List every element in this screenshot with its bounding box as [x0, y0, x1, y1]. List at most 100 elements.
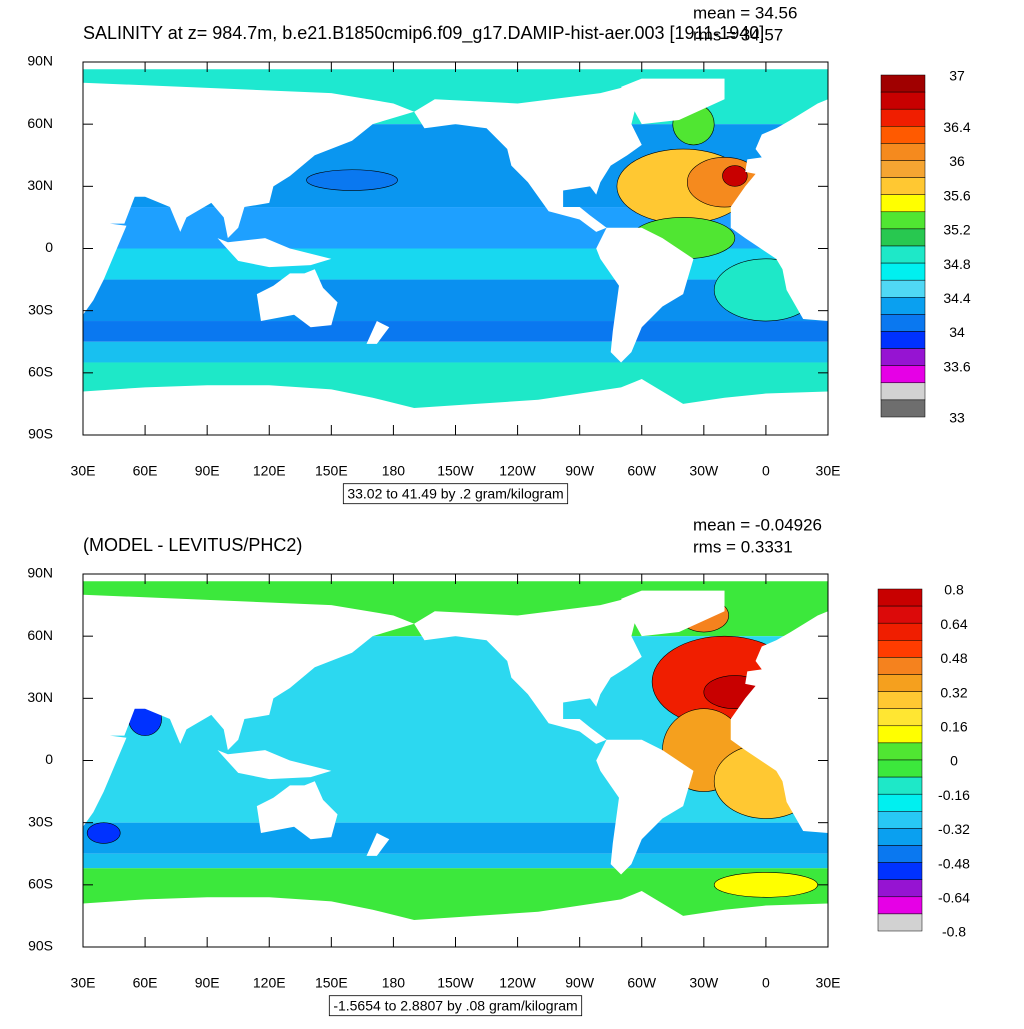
colorbar-box — [877, 725, 923, 744]
colorbar-box — [877, 845, 923, 863]
colorbar-box — [877, 811, 923, 829]
lon-label: 150E — [315, 463, 348, 479]
colorbar-box — [880, 91, 926, 110]
colorbar-label: 0.64 — [940, 616, 967, 632]
land — [256, 269, 338, 328]
ocean-band — [83, 853, 828, 869]
colorbar-box — [877, 793, 923, 812]
land — [217, 238, 332, 268]
colorbar-label: -0.48 — [938, 855, 970, 871]
lon-label: 0 — [762, 975, 770, 991]
land — [730, 611, 828, 834]
colorbar-box — [880, 365, 926, 384]
colorbar-label: 34.4 — [943, 290, 970, 306]
colorbar-box — [877, 913, 923, 932]
lon-label: 180 — [382, 463, 406, 479]
lon-label: 30W — [689, 975, 719, 991]
lon-label: 60W — [627, 463, 657, 479]
lat-label: 90N — [27, 53, 53, 69]
land — [366, 321, 390, 344]
colorbar-label: 37 — [949, 68, 965, 84]
lon-label: 30E — [816, 463, 841, 479]
lon-label: 60E — [133, 975, 158, 991]
colorbar-label: 34 — [949, 324, 965, 340]
colorbar-box — [880, 279, 926, 298]
map-field — [83, 62, 828, 435]
land — [366, 833, 390, 856]
range-note-box — [342, 483, 569, 505]
colorbar-label: 0.16 — [940, 719, 967, 735]
colorbar-label: 0.32 — [940, 684, 967, 700]
colorbar-box — [877, 742, 923, 761]
lat-label: 90S — [28, 426, 53, 442]
colorbar-label: 0 — [950, 753, 958, 769]
lon-label: 30E — [71, 463, 96, 479]
colorbar-box — [877, 640, 923, 658]
colorbar-label: 36 — [949, 153, 965, 169]
map-panel: 90N 60N 30N 0 30S 60S 90S 30E 60E 90E 120E 150E 180 1… — [27, 3, 971, 505]
land — [83, 594, 415, 827]
colorbar-box — [877, 674, 923, 692]
land — [621, 78, 725, 125]
lat-label: 30N — [27, 177, 53, 193]
ocean-feature — [306, 169, 398, 191]
lon-label: 90W — [565, 463, 595, 479]
ocean-band — [83, 341, 828, 363]
colorbar-box — [877, 862, 923, 880]
colorbar-box — [877, 622, 923, 641]
colorbar-label: 33 — [949, 410, 965, 426]
colorbar-box — [880, 382, 926, 401]
colorbar-label: 36.4 — [943, 119, 970, 135]
colorbar-box — [877, 691, 923, 709]
colorbar-box — [877, 776, 923, 795]
lat-label: 0 — [45, 751, 53, 767]
land — [83, 82, 415, 315]
colorbar-label: 33.6 — [943, 358, 970, 374]
colorbar-box — [880, 262, 926, 281]
land — [83, 379, 828, 435]
colorbar-box — [880, 108, 926, 127]
land — [217, 750, 332, 780]
colorbar-box — [877, 588, 923, 607]
colorbar-box — [880, 245, 926, 264]
ocean-feature — [713, 872, 818, 898]
range-note: -1.5654 to 2.8807 by .08 gram/kilogram — [333, 998, 577, 1014]
panel-title: (MODEL - LEVITUS/PHC2) — [83, 535, 302, 555]
lat-label: 60S — [28, 876, 53, 892]
colorbar-box — [880, 228, 926, 247]
colorbar-box — [877, 657, 923, 675]
colorbar-box — [880, 331, 926, 349]
ocean-band — [83, 822, 828, 854]
rms-label: rms = 0.3331 — [693, 537, 793, 556]
lon-label: 150W — [437, 463, 474, 479]
land — [621, 590, 725, 637]
ocean-feature — [722, 165, 748, 187]
ocean-band — [83, 321, 828, 342]
colorbar-label: -0.32 — [938, 821, 970, 837]
lon-label: 90E — [195, 975, 220, 991]
lon-label: 90E — [195, 463, 220, 479]
lon-label: 30W — [689, 463, 719, 479]
map-field — [83, 574, 828, 947]
lat-label: 30S — [28, 301, 53, 317]
lon-label: 120W — [499, 975, 536, 991]
lat-label: 30N — [27, 689, 53, 705]
colorbar-box — [880, 297, 926, 315]
colorbar-box — [880, 348, 926, 366]
lon-label: 60E — [133, 463, 158, 479]
mean-label: mean = 34.56 — [693, 3, 797, 22]
land — [83, 891, 828, 947]
lon-label: 30E — [816, 975, 841, 991]
lon-label: 150E — [315, 975, 348, 991]
lon-label: 120W — [499, 463, 536, 479]
land — [730, 99, 828, 322]
ocean-feature — [86, 822, 121, 844]
lon-label: 0 — [762, 463, 770, 479]
colorbar-box — [877, 879, 923, 898]
lat-label: 30S — [28, 813, 53, 829]
panel-title: SALINITY at z= 984.7m, b.e21.B1850cmip6.… — [83, 23, 764, 44]
colorbar-box — [880, 126, 926, 144]
range-note-box — [328, 995, 583, 1017]
lat-label: 60N — [27, 115, 53, 131]
colorbar-label: 35.2 — [943, 222, 970, 238]
